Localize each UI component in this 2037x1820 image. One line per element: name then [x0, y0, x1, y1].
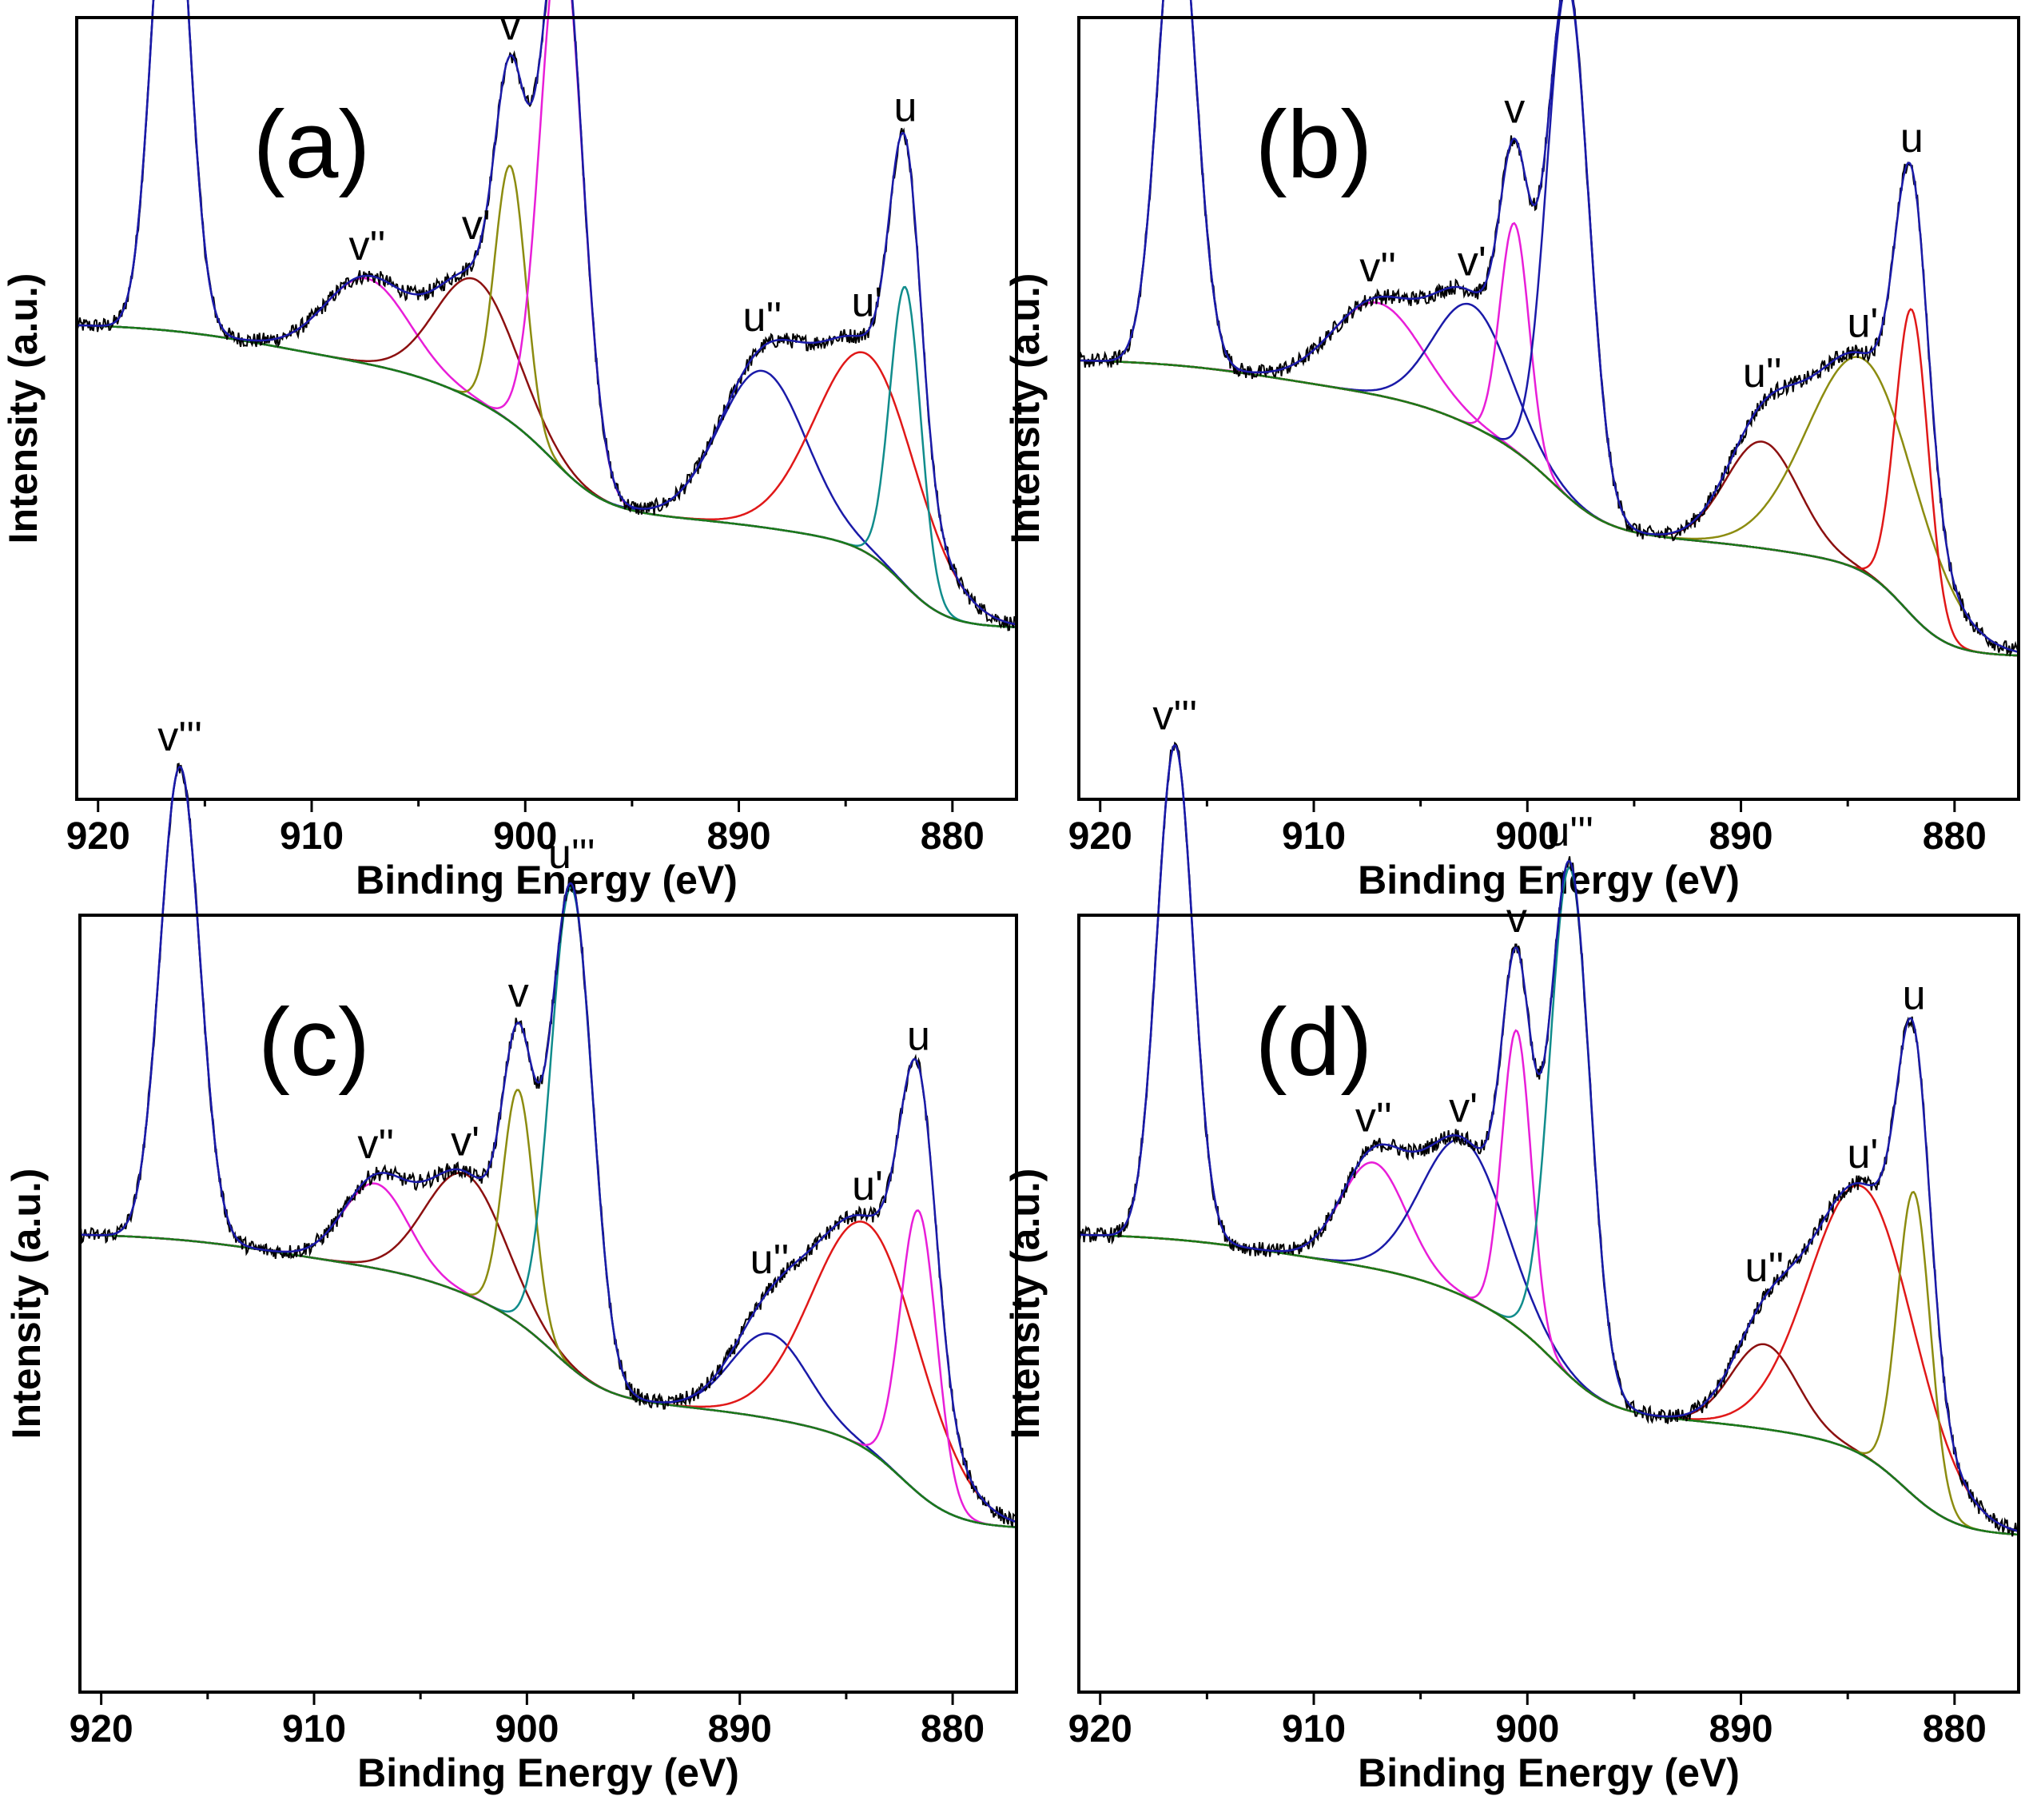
x-tick-label: 920: [66, 815, 130, 858]
x-tick-label: 900: [1495, 815, 1559, 858]
peak-label: v: [500, 2, 521, 49]
peak-label: u''': [548, 831, 595, 878]
peak-label: v: [1504, 86, 1525, 132]
peak-label: v': [462, 202, 491, 249]
x-tick-label: 910: [280, 815, 344, 858]
peak-label: u': [1847, 1131, 1878, 1177]
x-tick-label: 910: [282, 1708, 346, 1750]
panel-label: (b): [1255, 91, 1373, 198]
x-tick-label: 920: [70, 1708, 133, 1750]
panel-label: (d): [1255, 989, 1373, 1096]
chart-panel-a: 920 910 900 890 880 Binding Energy (eV) Intens…: [1, 0, 1018, 902]
x-axis-label: Binding Energy (eV): [1358, 858, 1740, 902]
x-tick-label: 900: [495, 1708, 559, 1750]
envelope-line: [79, 765, 1017, 1523]
plot-frame: [78, 914, 1018, 1694]
x-tick-label: 880: [921, 1708, 985, 1750]
plot-frame: [75, 16, 1018, 801]
y-axis-label: Intensity (a.u.): [1, 273, 46, 544]
peak-label: v'': [349, 223, 386, 269]
background-line: [1079, 359, 2019, 657]
component-peak-line: [79, 1209, 1017, 1528]
raw-data-line: [76, 0, 1017, 631]
component-peak-line: [1078, 1029, 2019, 1536]
component-peak-line: [1079, 221, 2019, 657]
peak-label: u'': [743, 294, 782, 341]
panel-label: (c): [258, 989, 370, 1096]
component-peak-line: [1079, 359, 2019, 657]
x-tick-label: 900: [493, 815, 557, 858]
peak-label: v'': [1355, 1094, 1392, 1141]
x-tick-label: 910: [1282, 815, 1346, 858]
y-axis-label: Intensity (a.u.): [1003, 273, 1048, 544]
plot-frame: [1077, 914, 2020, 1694]
peak-label: u': [851, 279, 882, 325]
x-tick-label: 880: [1923, 1708, 1987, 1750]
peak-label: v: [1506, 895, 1527, 942]
component-peak-line: [77, 285, 1017, 628]
background-line: [79, 1233, 1017, 1528]
component-peak-line: [79, 1221, 1017, 1523]
peak-label: v'': [1359, 245, 1396, 291]
component-peak-line: [77, 324, 1017, 626]
component-peak-line: [1078, 1233, 2019, 1536]
x-tick-label: 890: [706, 815, 770, 858]
peak-label: u: [1903, 973, 1926, 1019]
envelope-line: [1079, 0, 2019, 653]
component-peak-line: [1079, 308, 2019, 657]
peak-label: u: [1900, 115, 1924, 161]
component-peak-line: [77, 324, 1017, 628]
background-line: [1078, 1233, 2019, 1536]
x-axis-label: Binding Energy (eV): [356, 858, 738, 902]
x-tick-label: 880: [921, 815, 985, 858]
chart-panel-c: 920 910 900 890 880 Binding Energy (eV) Intens…: [4, 714, 1018, 1795]
plot-frame: [1077, 16, 2020, 801]
component-peak-line: [1078, 866, 2019, 1536]
peak-label: v': [1458, 238, 1486, 285]
chart-panel-b: 920 910 900 890 880 Binding Energy (eV) Intens…: [1003, 0, 2020, 902]
peak-label: u: [907, 1013, 930, 1059]
x-tick-label: 890: [1709, 815, 1772, 858]
panel-label: (a): [253, 91, 371, 198]
background-line: [77, 324, 1017, 628]
envelope-line: [77, 0, 1017, 626]
component-peak-line: [1078, 1184, 2019, 1532]
component-peak-line: [79, 1182, 1017, 1528]
component-peak-line: [79, 1233, 1017, 1528]
component-peak-line: [79, 1089, 1017, 1528]
peak-label: v': [451, 1119, 479, 1165]
x-tick-label: 890: [708, 1708, 772, 1750]
peak-label: v': [1449, 1085, 1478, 1132]
peak-label: u': [1847, 301, 1878, 347]
component-peak-line: [1078, 1138, 2019, 1536]
peak-label: v''': [1152, 692, 1197, 739]
peak-label: u''': [1546, 809, 1593, 855]
y-axis-label: Intensity (a.u.): [1003, 1169, 1048, 1440]
component-peak-line: [1079, 356, 2019, 653]
component-peak-line: [79, 1172, 1017, 1528]
peak-label: v''': [157, 714, 202, 760]
peak-label: u: [894, 84, 917, 130]
chart-panel-d: 920 910 900 890 880 Binding Energy (eV) Intens…: [1003, 692, 2020, 1795]
peak-label: v: [508, 970, 529, 1016]
peak-label: u'': [1743, 350, 1782, 396]
peak-label: u'': [750, 1237, 790, 1283]
x-axis-label: Binding Energy (eV): [1358, 1750, 1740, 1795]
x-tick-label: 890: [1709, 1708, 1772, 1750]
peak-label: v'': [357, 1121, 394, 1168]
x-tick-label: 910: [1282, 1708, 1346, 1750]
envelope-line: [1078, 743, 2019, 1532]
x-tick-label: 920: [1068, 815, 1132, 858]
peak-label: u': [852, 1163, 883, 1209]
peak-label: u'': [1745, 1245, 1784, 1291]
x-tick-label: 900: [1495, 1708, 1559, 1750]
x-tick-label: 920: [1068, 1708, 1132, 1750]
x-axis-label: Binding Energy (eV): [357, 1750, 739, 1795]
x-tick-label: 880: [1923, 815, 1987, 858]
y-axis-label: Intensity (a.u.): [4, 1169, 49, 1440]
